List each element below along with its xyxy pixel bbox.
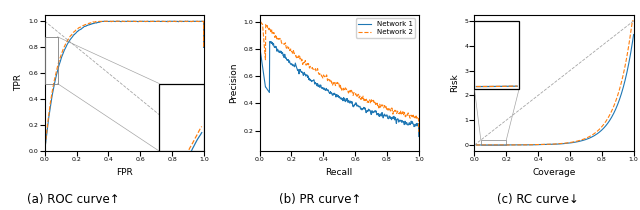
Network 1: [376, 113, 384, 116]
Bar: [481, 140, 506, 145]
Text: (a) ROC curve↑: (a) ROC curve↑: [28, 193, 120, 206]
Text: (b) PR curve↑: (b) PR curve↑: [279, 193, 361, 206]
Network 2: [415, 131, 422, 133]
X-axis label: Coverage: Coverage: [532, 168, 576, 177]
Y-axis label: Precision: Precision: [229, 63, 238, 103]
Line: Network 2: Network 2: [260, 21, 419, 132]
Network 2: [362, 99, 370, 101]
Text: (c) RC curve↓: (c) RC curve↓: [497, 193, 579, 206]
Network 1: [363, 111, 371, 113]
Network 1: [298, 70, 305, 73]
Network 1: [266, 40, 274, 43]
Network 1: [257, 50, 264, 53]
Network 1: [415, 135, 422, 138]
Network 2: [298, 60, 305, 62]
Network 2: [350, 91, 358, 94]
X-axis label: Recall: Recall: [326, 168, 353, 177]
Legend: Network 1, Network 2: Network 1, Network 2: [356, 18, 415, 38]
Network 1: [328, 94, 336, 96]
Y-axis label: Risk: Risk: [450, 74, 459, 92]
Bar: [45, 37, 58, 84]
Network 2: [328, 83, 336, 85]
Network 1: [350, 104, 358, 106]
Bar: [159, 84, 204, 151]
Line: Network 1: Network 1: [260, 41, 419, 136]
Network 1: [285, 61, 292, 64]
Network 2: [257, 20, 264, 23]
Network 2: [376, 103, 383, 105]
X-axis label: FPR: FPR: [116, 168, 132, 177]
Network 2: [285, 47, 292, 50]
Bar: [474, 21, 519, 89]
Y-axis label: TPR: TPR: [14, 75, 23, 91]
